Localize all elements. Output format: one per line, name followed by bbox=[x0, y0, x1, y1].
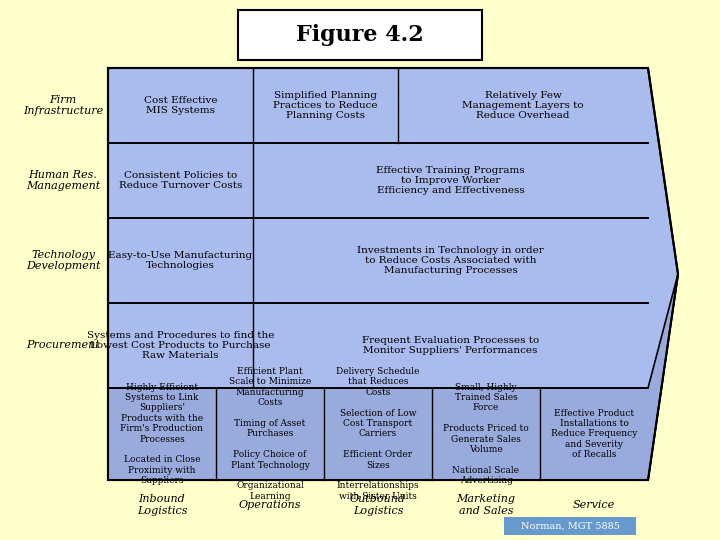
Text: Technology
Development: Technology Development bbox=[26, 249, 100, 271]
Text: Outbound
Logistics: Outbound Logistics bbox=[350, 494, 406, 516]
Text: Figure 4.2: Figure 4.2 bbox=[296, 24, 424, 46]
Text: Inbound
Logistics: Inbound Logistics bbox=[137, 494, 187, 516]
Text: Firm
Infrastructure: Firm Infrastructure bbox=[23, 94, 103, 116]
Text: Investments in Technology in order
to Reduce Costs Associated with
Manufacturing: Investments in Technology in order to Re… bbox=[357, 246, 544, 275]
Text: Small, Highly
Trained Sales
Force

Products Priced to
Generate Sales
Volume

Nat: Small, Highly Trained Sales Force Produc… bbox=[443, 383, 529, 485]
FancyBboxPatch shape bbox=[504, 517, 636, 535]
Text: Marketing
and Sales: Marketing and Sales bbox=[456, 494, 516, 516]
Polygon shape bbox=[108, 274, 678, 480]
Text: Human Res.
Management: Human Res. Management bbox=[26, 170, 100, 191]
Text: Consistent Policies to
Reduce Turnover Costs: Consistent Policies to Reduce Turnover C… bbox=[119, 171, 242, 190]
Text: Procurement: Procurement bbox=[26, 341, 100, 350]
Text: Cost Effective
MIS Systems: Cost Effective MIS Systems bbox=[144, 96, 217, 115]
FancyBboxPatch shape bbox=[238, 10, 482, 60]
Polygon shape bbox=[108, 68, 678, 480]
Text: Effective Product
Installations to
Reduce Frequency
and Severity
of Recalls: Effective Product Installations to Reduc… bbox=[551, 409, 637, 460]
Text: Simplified Planning
Practices to Reduce
Planning Costs: Simplified Planning Practices to Reduce … bbox=[274, 91, 378, 120]
Text: Service: Service bbox=[573, 500, 615, 510]
Text: Systems and Procedures to find the
Lowest Cost Products to Purchase
Raw Material: Systems and Procedures to find the Lowes… bbox=[87, 330, 274, 360]
Text: Relatively Few
Management Layers to
Reduce Overhead: Relatively Few Management Layers to Redu… bbox=[462, 91, 584, 120]
Text: Delivery Schedule
that Reduces
Costs

Selection of Low
Cost Transport
Carriers

: Delivery Schedule that Reduces Costs Sel… bbox=[336, 367, 420, 501]
Text: Norman, MGT 5885: Norman, MGT 5885 bbox=[521, 522, 619, 530]
Text: Efficient Plant
Scale to Minimize
Manufacturing
Costs

Timing of Asset
Purchases: Efficient Plant Scale to Minimize Manufa… bbox=[229, 367, 311, 501]
Text: Effective Training Programs
to Improve Worker
Efficiency and Effectiveness: Effective Training Programs to Improve W… bbox=[376, 166, 525, 195]
Text: Easy-to-Use Manufacturing
Technologies: Easy-to-Use Manufacturing Technologies bbox=[109, 251, 253, 270]
Text: Operations: Operations bbox=[239, 500, 301, 510]
Text: Highly Efficient
Systems to Link
Suppliers'
Products with the
Firm's Production
: Highly Efficient Systems to Link Supplie… bbox=[120, 383, 204, 485]
Text: Frequent Evaluation Processes to
Monitor Suppliers' Performances: Frequent Evaluation Processes to Monitor… bbox=[362, 336, 539, 355]
